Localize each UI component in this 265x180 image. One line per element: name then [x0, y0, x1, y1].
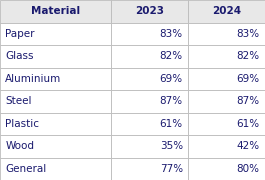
FancyBboxPatch shape [188, 22, 265, 45]
FancyBboxPatch shape [111, 112, 188, 135]
FancyBboxPatch shape [0, 68, 111, 90]
FancyBboxPatch shape [0, 135, 111, 158]
FancyBboxPatch shape [0, 112, 111, 135]
Text: 82%: 82% [237, 51, 260, 61]
FancyBboxPatch shape [188, 45, 265, 68]
Text: 83%: 83% [237, 29, 260, 39]
FancyBboxPatch shape [188, 0, 265, 22]
FancyBboxPatch shape [188, 112, 265, 135]
FancyBboxPatch shape [111, 135, 188, 158]
FancyBboxPatch shape [188, 135, 265, 158]
FancyBboxPatch shape [0, 22, 111, 45]
Text: 82%: 82% [160, 51, 183, 61]
Text: 69%: 69% [160, 74, 183, 84]
Text: 87%: 87% [237, 96, 260, 106]
Text: Material: Material [31, 6, 80, 16]
Text: 80%: 80% [237, 164, 260, 174]
FancyBboxPatch shape [188, 90, 265, 112]
FancyBboxPatch shape [0, 158, 111, 180]
Text: Wood: Wood [5, 141, 34, 151]
FancyBboxPatch shape [111, 0, 188, 22]
Text: 61%: 61% [160, 119, 183, 129]
Text: Glass: Glass [5, 51, 34, 61]
Text: Steel: Steel [5, 96, 32, 106]
Text: 83%: 83% [160, 29, 183, 39]
FancyBboxPatch shape [188, 158, 265, 180]
Text: 77%: 77% [160, 164, 183, 174]
FancyBboxPatch shape [111, 22, 188, 45]
Text: Plastic: Plastic [5, 119, 39, 129]
FancyBboxPatch shape [0, 0, 111, 22]
Text: 87%: 87% [160, 96, 183, 106]
Text: 2024: 2024 [212, 6, 241, 16]
Text: General: General [5, 164, 47, 174]
Text: 35%: 35% [160, 141, 183, 151]
FancyBboxPatch shape [111, 68, 188, 90]
FancyBboxPatch shape [188, 68, 265, 90]
FancyBboxPatch shape [111, 45, 188, 68]
FancyBboxPatch shape [0, 90, 111, 112]
Text: Aluminium: Aluminium [5, 74, 61, 84]
Text: 42%: 42% [237, 141, 260, 151]
FancyBboxPatch shape [111, 158, 188, 180]
Text: Paper: Paper [5, 29, 35, 39]
Text: 61%: 61% [237, 119, 260, 129]
FancyBboxPatch shape [0, 45, 111, 68]
Text: 69%: 69% [237, 74, 260, 84]
FancyBboxPatch shape [111, 90, 188, 112]
Text: 2023: 2023 [135, 6, 164, 16]
